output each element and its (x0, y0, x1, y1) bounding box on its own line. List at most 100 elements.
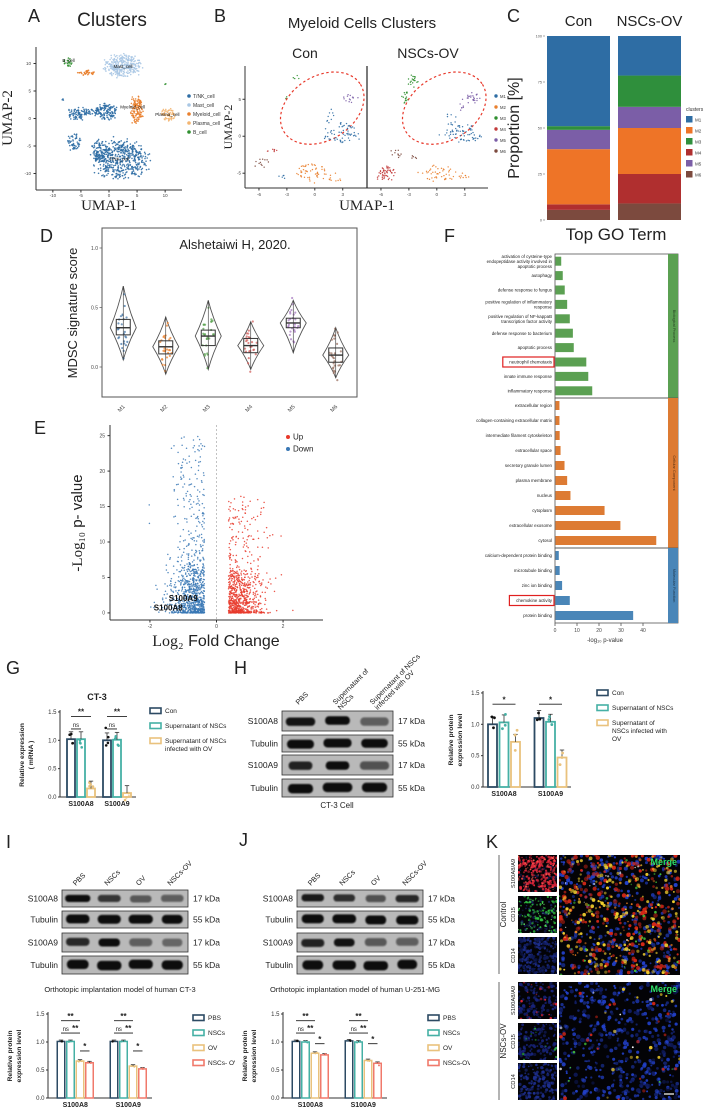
panel-b-title: Myeloid Cells Clusters (288, 15, 436, 32)
svg-text:30: 30 (618, 628, 624, 634)
svg-text:-5: -5 (237, 171, 241, 176)
panel-c-proportion-chart: Con NSCs-OV 0 25 50 75 100 Proportion [%] cluste… (505, 8, 705, 230)
grouped-bar-barG: 0.0 0.5 1.0 1.5 S100A8 S100A9 ** ns ** ns CT-3 Rela… (19, 692, 227, 808)
svg-text:**: ** (360, 1024, 367, 1033)
svg-text:**: ** (72, 1024, 79, 1033)
svg-text:S100A9: S100A9 (351, 1102, 376, 1109)
if-merge-label: Merge (650, 984, 677, 994)
western-blot: S100A8 17 kDa Tubulin 55 kDa S100A9 17 kDa Tub… (28, 859, 220, 994)
panel-c-ylabel: Proportion [%] (506, 77, 523, 178)
svg-text:-6: -6 (257, 192, 261, 197)
blot-kda-label: 55 kDa (428, 915, 455, 925)
panel-f-title: Top GO Term (566, 225, 667, 244)
umap-clusters-plot: Clusters -10 -5 0 5 10 -10 -5 0 5 10 Mast_cell Myelo… (0, 10, 221, 214)
svg-text:M2: M2 (160, 404, 170, 414)
cluster-annotation: Plasma_cell (155, 112, 179, 117)
cluster-annotation: B_cell (62, 58, 74, 63)
svg-text:Supernatant of NSCs: Supernatant of NSCs (165, 723, 227, 730)
svg-text:1.0: 1.0 (36, 1040, 45, 1046)
if-channel-label: CD15 (511, 1034, 517, 1049)
panel-h-western-blot: S100A8 17 kDa Tubulin 55 kDa S100A9 17 kDa Tub… (230, 652, 445, 835)
svg-text:M1: M1 (695, 118, 702, 123)
proportion-stacked-bar: Con NSCs-OV 0 25 50 75 100 Proportion [%] cluste… (506, 13, 704, 223)
svg-text:*: * (371, 1035, 375, 1044)
svg-text:0: 0 (108, 193, 111, 198)
svg-text:intermediate filament cytoskel: intermediate filament cytoskeleton (486, 433, 553, 438)
panel-b-cluster-legend: M1 M2 M3 M4 M5 M6 (494, 94, 506, 154)
blot-lane-label: OV (134, 874, 148, 888)
blot-kda-label: 17 kDa (193, 894, 220, 904)
if-image (559, 855, 680, 975)
svg-text:10: 10 (26, 61, 32, 66)
svg-text:25: 25 (99, 433, 105, 439)
go-group-label: Molecular Function (672, 569, 677, 603)
svg-text:B_cell: B_cell (193, 130, 207, 136)
svg-text:ns: ns (351, 1027, 357, 1033)
western-blot: S100A8 17 kDa Tubulin 55 kDa S100A9 17 kDa Tub… (248, 652, 425, 810)
if-channel-label: S100A8/A9 (511, 986, 517, 1015)
svg-text:M2: M2 (695, 129, 702, 134)
svg-text:25: 25 (538, 173, 542, 177)
svg-text:2: 2 (282, 624, 285, 630)
legend-barH: Con Supernatant of NSCs Supernatant ofNSCs… (596, 689, 674, 743)
svg-text:0.0: 0.0 (36, 1096, 45, 1102)
panel-e-ylabel: -Log₁₀ p- value (69, 474, 86, 571)
svg-text:-5: -5 (79, 193, 83, 198)
svg-text:S100A8: S100A8 (63, 1102, 88, 1109)
mdsc-violin-plot: Alshetaiwi H, 2020. 1.0 0.5 0.0 M1 M2 M3 M4 M5 M6… (65, 227, 358, 414)
svg-text:( mRNA ): ( mRNA ) (28, 741, 35, 770)
svg-text:innate immune response: innate immune response (504, 374, 553, 379)
svg-text:T/NK_cell: T/NK_cell (193, 94, 215, 100)
svg-text:S100A9: S100A9 (538, 791, 563, 798)
panel-k-immunofluorescence: Control S100A8/A9 CD15 CD14 Merge NSCs-OV S100… (480, 830, 705, 1118)
svg-text:**: ** (302, 1012, 309, 1021)
if-image (518, 855, 557, 892)
svg-text:chemokine activity: chemokine activity (516, 598, 553, 603)
svg-text:40: 40 (640, 628, 646, 634)
panel-c-col-nscsov: NSCs-OV (617, 13, 683, 30)
panel-c-col-con: Con (565, 13, 593, 30)
svg-text:0.0: 0.0 (91, 365, 98, 371)
svg-text:expression level: expression level (16, 1029, 23, 1082)
legend-barI: PBS NSCs OV NSCs- OV (192, 1014, 239, 1067)
svg-text:calcium-dependent protein bind: calcium-dependent protein binding (485, 553, 553, 558)
svg-text:0: 0 (238, 134, 241, 139)
blot-lane-label: PBS (306, 871, 323, 888)
svg-text:M6: M6 (500, 149, 506, 154)
svg-text:*: * (549, 695, 553, 704)
svg-text:*: * (83, 1042, 87, 1051)
svg-text:response: response (534, 305, 553, 310)
svg-text:ns: ns (116, 1027, 122, 1033)
blot-kda-label: 55 kDa (398, 739, 425, 749)
panel-b-ylabel: UMAP-2 (221, 105, 235, 150)
svg-text:1.5: 1.5 (271, 1012, 280, 1018)
panel-j-label: J (239, 830, 248, 850)
blot-kda-label: 55 kDa (193, 915, 220, 925)
panel-h-label: H (234, 658, 247, 678)
svg-text:autophagy: autophagy (531, 273, 552, 278)
go-group-label: Cellular Component (672, 455, 677, 491)
svg-text:0: 0 (28, 116, 31, 121)
panel-b-subtitle-con: Con (292, 45, 318, 61)
svg-text:collagen-containing extracellu: collagen-containing extracellular matrix (476, 418, 553, 423)
blot-row-label: S100A9 (263, 938, 294, 948)
blot-lane-label: NSCs-OV (165, 859, 194, 888)
panel-g-bar-chart: 0.0 0.5 1.0 1.5 S100A8 S100A9 ** ns ** ns CT-3 Rela… (0, 655, 230, 835)
svg-text:NSCs- OV: NSCs- OV (208, 1060, 235, 1067)
svg-text:**: ** (114, 708, 121, 717)
svg-text:0: 0 (540, 219, 542, 223)
svg-text:ns: ns (63, 1027, 69, 1033)
go-term-bars: Top GO Term Biological Process activation … (476, 225, 679, 644)
svg-text:plasma membrane: plasma membrane (516, 478, 553, 483)
svg-text:**: ** (67, 1012, 74, 1021)
panel-e-label: E (34, 418, 47, 438)
svg-text:M1: M1 (117, 404, 127, 414)
svg-text:cytoplasm: cytoplasm (532, 508, 552, 513)
cluster-annotation: Myeloid_cell (120, 105, 145, 110)
svg-text:Up: Up (293, 433, 304, 442)
panel-b-xlabel: UMAP-1 (339, 198, 395, 214)
svg-text:ns: ns (73, 723, 79, 729)
